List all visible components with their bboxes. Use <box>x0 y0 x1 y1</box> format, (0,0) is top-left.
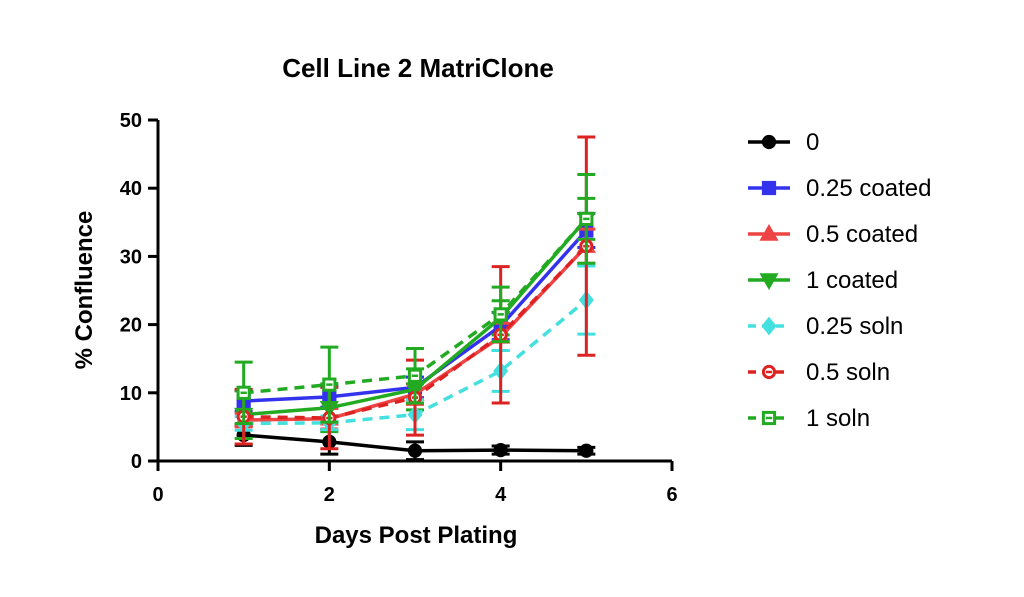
data-point <box>761 180 777 196</box>
data-point <box>493 442 508 458</box>
data-point <box>759 273 779 291</box>
data-point <box>761 316 777 336</box>
legend-label: 0.25 coated <box>806 175 931 202</box>
legend-label: 1 coated <box>806 267 898 294</box>
legend-label: 0.25 soln <box>806 313 903 340</box>
legend-item: 0.5 soln <box>748 359 890 386</box>
chart-title: Cell Line 2 MatriClone <box>282 53 554 83</box>
legend-label: 0.5 coated <box>806 221 918 248</box>
x-tick-label: 6 <box>666 484 677 506</box>
y-tick-label: 10 <box>120 383 142 405</box>
legend-item: 0.5 coated <box>748 221 918 248</box>
y-tick-label: 30 <box>120 246 142 268</box>
data-point <box>759 223 779 241</box>
y-axis-label: % Confluence <box>71 211 98 370</box>
y-tick-label: 20 <box>120 315 142 337</box>
plot-area <box>234 135 596 462</box>
x-tick-label: 2 <box>324 484 335 506</box>
y-tick-label: 50 <box>120 110 142 132</box>
data-point <box>407 443 423 458</box>
series <box>234 173 596 425</box>
legend-label: 0 <box>806 129 819 156</box>
legend-item: 0 <box>748 129 819 156</box>
data-point <box>761 134 777 150</box>
legend: 0 0.25 coated 0.5 coated 1 coated 0.25 soln 0… <box>748 129 931 432</box>
y-tick-label: 40 <box>120 178 142 200</box>
x-tick-label: 0 <box>152 484 163 506</box>
x-tick-label: 4 <box>495 484 507 506</box>
legend-label: 0.5 soln <box>806 359 890 386</box>
axes: 0 10 20 30 40 50 0 2 4 6 <box>120 110 678 506</box>
legend-item: 0.25 soln <box>748 313 903 340</box>
legend-item: 0.25 coated <box>748 175 931 202</box>
data-point <box>579 443 594 458</box>
x-axis-label: Days Post Plating <box>315 522 518 549</box>
legend-item: 1 soln <box>748 405 870 432</box>
legend-label: 1 soln <box>806 405 870 432</box>
y-tick-label: 0 <box>131 451 142 473</box>
legend-item: 1 coated <box>748 267 898 294</box>
